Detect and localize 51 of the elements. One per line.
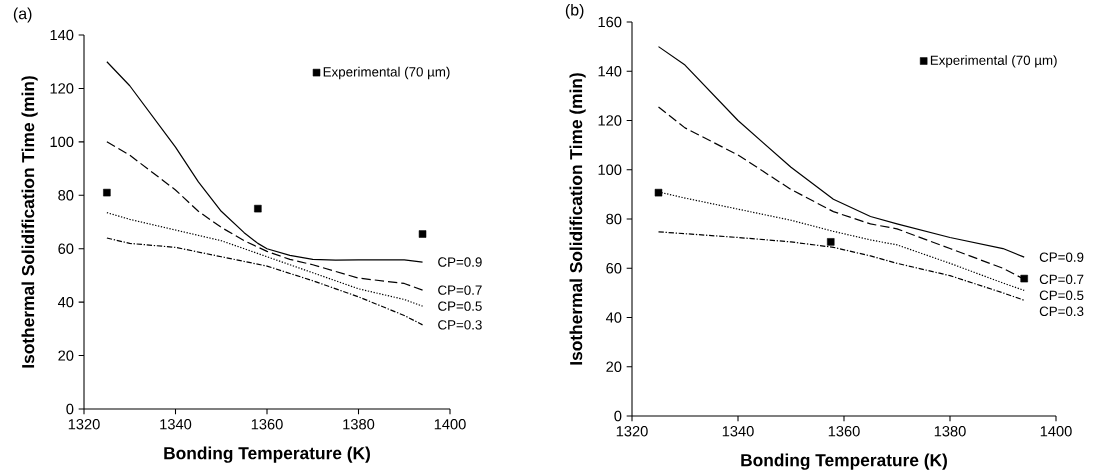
y-tick-label: 20 [58,350,74,361]
y-tick-label: 80 [58,190,74,201]
y-tick-label: 100 [50,136,74,148]
y-tick-label: 160 [598,16,622,28]
x-axis-title: Bonding Temperature (K) [741,453,947,470]
x-tick-label: 1380 [343,419,375,430]
x-tick-label: 1360 [251,419,283,430]
chart-title: (b) [565,3,584,19]
y-tick-label: 120 [598,115,622,126]
y-tick-label: 0 [614,410,622,422]
series-label: CP=0.3 [438,320,482,330]
point [418,230,427,238]
y-tick-label: 80 [606,213,622,225]
y-axis-title: Isothermal Solidification Time (min) [569,73,586,365]
series-label: CP=0.3 [1039,306,1084,317]
series-label: CP=0.7 [438,285,482,295]
series-label: CP=0.7 [1039,274,1084,285]
y-tick-label: 40 [57,296,74,308]
y-tick-label: 100 [598,164,622,175]
y-tick-label: 140 [598,66,622,77]
x-tick-label: 1320 [616,426,648,437]
line-series [106,237,424,326]
point [103,188,111,197]
series-label: CP=0.5 [438,301,482,311]
y-tick-label: 120 [50,83,74,94]
legend-label: Experimental (70 µm) [323,66,450,80]
chart-title: (a) [13,7,32,23]
y-axis-title: Isothermal Solidification Time (min) [21,76,38,368]
point [654,188,663,197]
y-tick-label: 20 [606,361,622,372]
x-tick-label: 1360 [828,426,860,437]
x-tick-label: 1380 [934,426,966,437]
x-tick-label: 1340 [160,419,192,430]
x-tick-label: 1400 [1040,426,1072,437]
series-label: CP=0.5 [1039,290,1084,301]
series-label: CP=0.9 [438,257,482,267]
y-tick-label: 60 [58,243,74,254]
y-tick-label: 140 [50,29,74,41]
line-series [657,231,1025,301]
y-tick-label: 0 [66,403,74,415]
point [827,238,835,246]
point [254,204,262,213]
y-tick-label: 40 [605,312,622,323]
x-tick-label: 1400 [434,419,466,430]
x-tick-label: 1340 [722,426,754,437]
y-tick-label: 60 [606,263,622,274]
series-label: CP=0.9 [1039,252,1084,262]
legend-label: Experimental (70 µm) [930,55,1057,68]
x-tick-label: 1320 [68,419,100,430]
x-axis-title: Bonding Temperature (K) [164,446,370,463]
point [1020,274,1028,283]
